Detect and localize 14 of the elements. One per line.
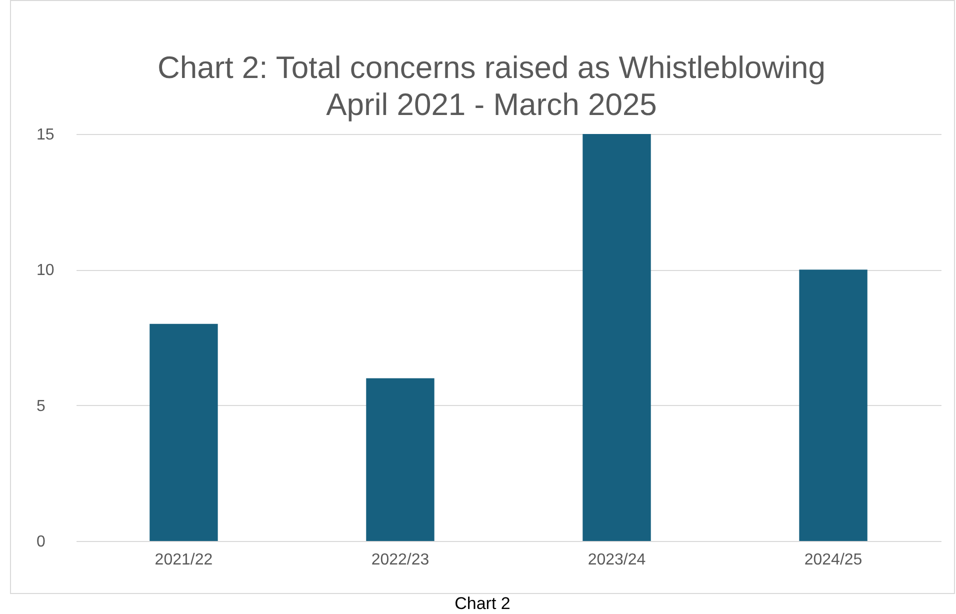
x-tick-label: 2024/25 — [804, 552, 862, 568]
bar — [799, 270, 868, 541]
y-tick-label: 15 — [36, 126, 54, 144]
bar — [150, 324, 218, 541]
bar — [366, 378, 434, 541]
y-tick-label: 5 — [36, 398, 46, 415]
y-tick-label: 10 — [36, 262, 54, 280]
chart-title: Chart 2: Total concerns raised as Whistleblowing April 2021 - March 2025 — [158, 50, 826, 122]
x-tick-label: 2021/22 — [154, 552, 213, 568]
x-tick-label: 2022/23 — [371, 552, 430, 568]
x-tick-label: 2023/24 — [588, 552, 646, 568]
y-tick-label: 0 — [36, 534, 46, 550]
bar — [582, 134, 651, 541]
caption: Chart 2 — [454, 594, 512, 614]
